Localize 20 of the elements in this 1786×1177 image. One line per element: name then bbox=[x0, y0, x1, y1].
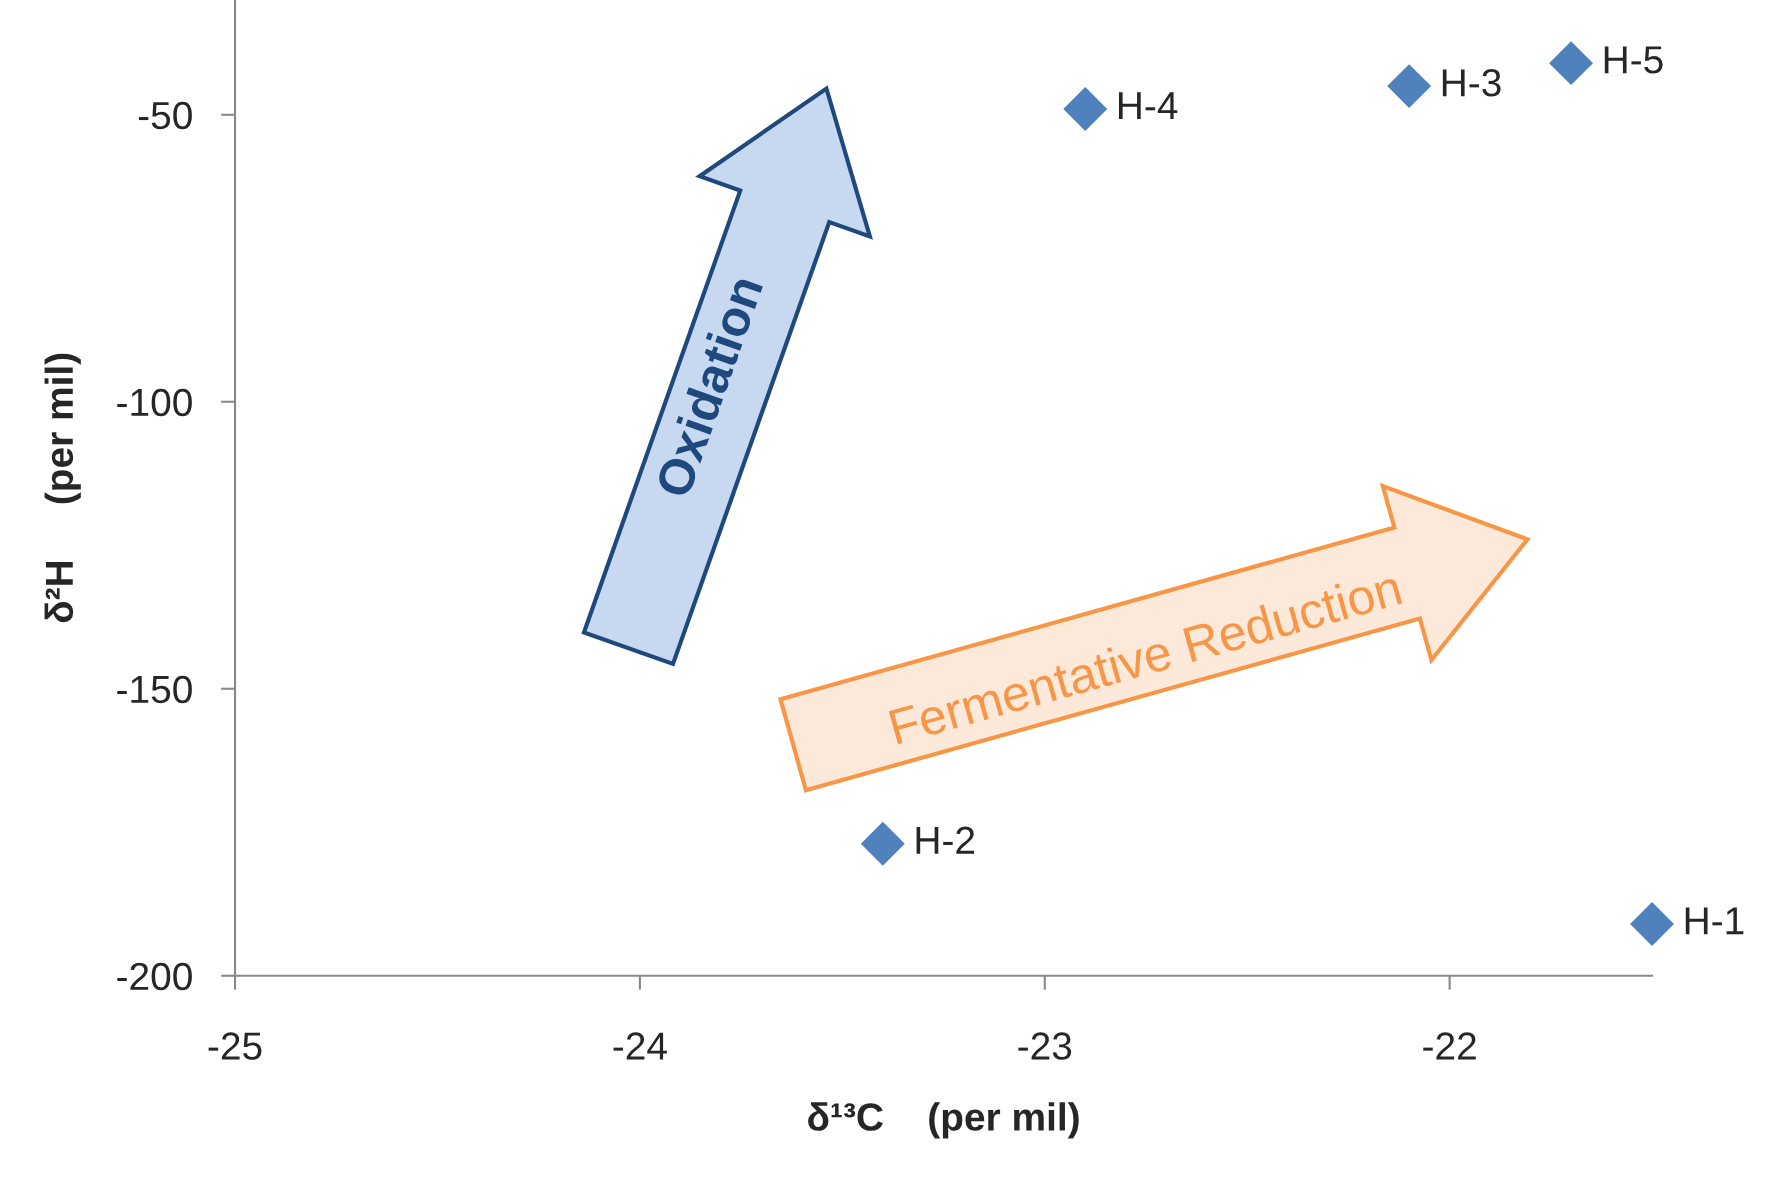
annotation: H-5 bbox=[1604, 46, 1663, 74]
annotation: H-2 bbox=[916, 826, 975, 854]
x-axis-title: δ¹³C (per mil) bbox=[808, 1102, 1079, 1139]
point bbox=[1063, 87, 1108, 132]
point bbox=[1387, 64, 1432, 109]
annotation: H-1 bbox=[1685, 907, 1744, 935]
annotation: H-3 bbox=[1442, 69, 1501, 97]
point bbox=[1549, 41, 1594, 86]
y-tick-label: -100 bbox=[117, 388, 192, 417]
point bbox=[860, 821, 905, 866]
point bbox=[1630, 902, 1675, 947]
annotation: H-4 bbox=[1118, 92, 1178, 120]
y-tick-label: -200 bbox=[117, 962, 192, 991]
y-tick-label: -50 bbox=[138, 101, 192, 130]
y-tick-label: -150 bbox=[117, 675, 192, 704]
x-tick-label: -24 bbox=[613, 1032, 667, 1060]
y-axis-title: δ²H (per mil) bbox=[44, 353, 81, 623]
x-tick-label: -25 bbox=[208, 1032, 262, 1060]
x-tick-label: -22 bbox=[1423, 1032, 1476, 1060]
x-tick-label: -23 bbox=[1018, 1032, 1072, 1060]
